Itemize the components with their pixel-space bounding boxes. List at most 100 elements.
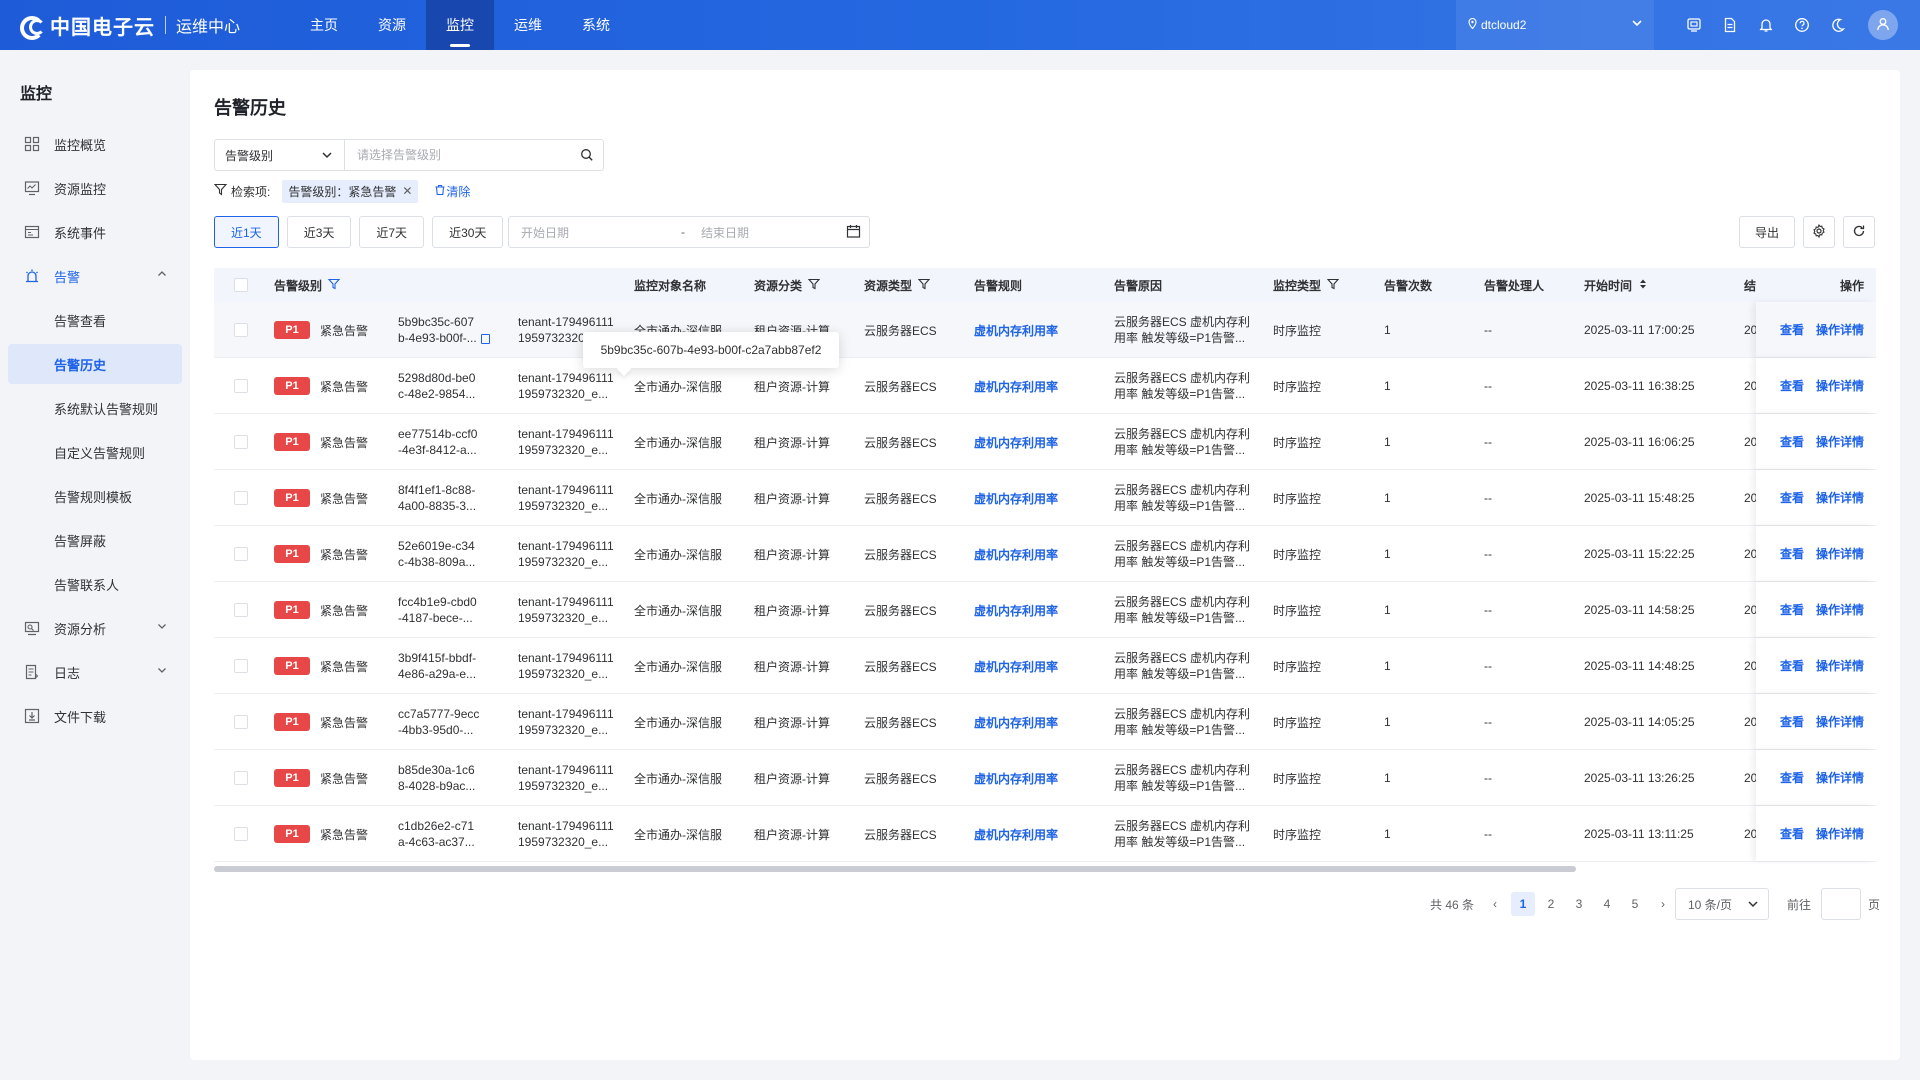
- sort-icon[interactable]: [1638, 278, 1648, 293]
- close-icon[interactable]: ✕: [402, 184, 413, 198]
- sidebar-item-alarm-contacts[interactable]: 告警联系人: [54, 577, 120, 593]
- page-4-button[interactable]: 4: [1603, 897, 1611, 911]
- filter-icon[interactable]: [327, 278, 341, 293]
- horizontal-scrollbar[interactable]: [214, 866, 1576, 872]
- sidebar-item-logs[interactable]: 日志: [8, 652, 182, 692]
- alarm-rule-link[interactable]: 虚机内存利用率: [974, 435, 1059, 450]
- filter-value-input[interactable]: [345, 140, 571, 170]
- alarm-rule-link[interactable]: 虚机内存利用率: [974, 491, 1059, 506]
- range-1-day-button[interactable]: 近1天: [214, 216, 279, 248]
- page-1-button[interactable]: 1: [1511, 892, 1535, 916]
- alarm-rule-link[interactable]: 虚机内存利用率: [974, 547, 1059, 562]
- sidebar-item-default-alarm-rules[interactable]: 系统默认告警规则: [54, 401, 159, 417]
- table-row[interactable]: P1 紧急告警 fcc4b1e9-cbd0 -4187-bece-... ten…: [214, 582, 1876, 638]
- row-checkbox[interactable]: [234, 302, 248, 358]
- select-all-checkbox[interactable]: [234, 268, 248, 302]
- filter-icon[interactable]: [917, 278, 931, 293]
- range-3-days-button[interactable]: 近3天: [286, 216, 352, 248]
- sidebar-item-monitor-overview[interactable]: 监控概览: [8, 124, 182, 164]
- row-checkbox[interactable]: [234, 582, 248, 638]
- nav-item-system[interactable]: 系统: [582, 17, 610, 33]
- screen-icon[interactable]: [1676, 0, 1712, 50]
- sidebar-item-alarm-rule-templates[interactable]: 告警规则模板: [54, 489, 133, 505]
- row-checkbox[interactable]: [234, 414, 248, 470]
- sidebar-item-file-download[interactable]: 文件下载: [8, 696, 182, 736]
- search-icon[interactable]: [571, 140, 603, 170]
- header-start-time[interactable]: 开始时间: [1584, 268, 1648, 302]
- help-icon[interactable]: [1784, 0, 1820, 50]
- copy-icon[interactable]: [480, 333, 490, 344]
- row-checkbox[interactable]: [234, 694, 248, 750]
- view-link[interactable]: 查看: [1780, 323, 1805, 337]
- operation-detail-link[interactable]: 操作详情: [1816, 659, 1865, 673]
- view-link[interactable]: 查看: [1780, 659, 1805, 673]
- page-3-button[interactable]: 3: [1575, 897, 1583, 911]
- row-checkbox[interactable]: [234, 750, 248, 806]
- goto-page-input[interactable]: [1821, 888, 1861, 920]
- calendar-icon[interactable]: [846, 224, 861, 242]
- table-row[interactable]: P1 紧急告警 c1db26e2-c71 a-4c63-ac37... tena…: [214, 806, 1876, 862]
- row-checkbox[interactable]: [234, 470, 248, 526]
- prev-page-button[interactable]: ‹: [1493, 897, 1497, 911]
- moon-icon[interactable]: [1820, 0, 1856, 50]
- end-date-input[interactable]: 结束日期: [701, 225, 750, 240]
- document-icon[interactable]: [1712, 0, 1748, 50]
- row-checkbox[interactable]: [234, 806, 248, 862]
- range-7-days-button[interactable]: 近7天: [359, 216, 425, 248]
- alarm-rule-link[interactable]: 虚机内存利用率: [974, 659, 1059, 674]
- row-checkbox[interactable]: [234, 358, 248, 414]
- table-row[interactable]: P1 紧急告警 ee77514b-ccf0 -4e3f-8412-a... te…: [214, 414, 1876, 470]
- export-button[interactable]: 导出: [1739, 216, 1795, 248]
- filter-field-select[interactable]: 告警级别: [215, 140, 345, 170]
- settings-button[interactable]: [1803, 216, 1835, 248]
- operation-detail-link[interactable]: 操作详情: [1816, 323, 1865, 337]
- sidebar-item-resource-monitor[interactable]: 资源监控: [8, 168, 182, 208]
- table-row[interactable]: P1 紧急告警 5298d80d-be0 c-48e2-9854... tena…: [214, 358, 1876, 414]
- table-row[interactable]: P1 紧急告警 52e6019e-c34 c-4b38-809a... tena…: [214, 526, 1876, 582]
- alarm-rule-link[interactable]: 虚机内存利用率: [974, 603, 1059, 618]
- operation-detail-link[interactable]: 操作详情: [1816, 547, 1865, 561]
- operation-detail-link[interactable]: 操作详情: [1816, 771, 1865, 785]
- sidebar-item-alarm-view[interactable]: 告警查看: [54, 313, 107, 329]
- nav-item-resources[interactable]: 资源: [378, 17, 406, 33]
- alarm-rule-link[interactable]: 虚机内存利用率: [974, 827, 1059, 842]
- sidebar-item-custom-alarm-rules[interactable]: 自定义告警规则: [54, 445, 146, 461]
- sidebar-item-alarm-history[interactable]: 告警历史: [8, 344, 182, 384]
- filter-icon[interactable]: [807, 278, 821, 293]
- range-30-days-button[interactable]: 近30天: [432, 216, 504, 248]
- view-link[interactable]: 查看: [1780, 435, 1805, 449]
- user-avatar[interactable]: [1868, 10, 1898, 40]
- view-link[interactable]: 查看: [1780, 603, 1805, 617]
- nav-item-operations[interactable]: 运维: [514, 17, 542, 33]
- alarm-rule-link[interactable]: 虚机内存利用率: [974, 771, 1059, 786]
- next-page-button[interactable]: ›: [1661, 897, 1665, 911]
- alarm-rule-link[interactable]: 虚机内存利用率: [974, 715, 1059, 730]
- sidebar-item-resource-analysis[interactable]: 资源分析: [8, 608, 182, 648]
- operation-detail-link[interactable]: 操作详情: [1816, 603, 1865, 617]
- page-5-button[interactable]: 5: [1631, 897, 1639, 911]
- view-link[interactable]: 查看: [1780, 379, 1805, 393]
- filter-icon[interactable]: [1326, 278, 1340, 293]
- table-row[interactable]: P1 紧急告警 8f4f1ef1-8c88- 4a00-8835-3... te…: [214, 470, 1876, 526]
- table-row[interactable]: P1 紧急告警 3b9f415f-bbdf- 4e86-a29a-e... te…: [214, 638, 1876, 694]
- bell-icon[interactable]: [1748, 0, 1784, 50]
- row-checkbox[interactable]: [234, 638, 248, 694]
- page-2-button[interactable]: 2: [1547, 897, 1555, 911]
- sidebar-item-alarms[interactable]: 告警: [8, 256, 182, 296]
- date-range-picker[interactable]: 开始日期 - 结束日期: [508, 216, 870, 248]
- alarm-rule-link[interactable]: 虚机内存利用率: [974, 323, 1059, 338]
- view-link[interactable]: 查看: [1780, 827, 1805, 841]
- logo[interactable]: 中国电子云 运维中心: [0, 0, 290, 50]
- operation-detail-link[interactable]: 操作详情: [1816, 715, 1865, 729]
- table-row[interactable]: P1 紧急告警 5b9bc35c-607 b-4e93-b00f-... ten…: [214, 302, 1876, 358]
- row-checkbox[interactable]: [234, 526, 248, 582]
- operation-detail-link[interactable]: 操作详情: [1816, 435, 1865, 449]
- sidebar-item-alarm-masking[interactable]: 告警屏蔽: [54, 533, 107, 549]
- page-size-select[interactable]: 10 条/页: [1675, 888, 1769, 920]
- start-date-input[interactable]: 开始日期: [521, 225, 570, 240]
- table-row[interactable]: P1 紧急告警 cc7a5777-9ecc -4bb3-95d0-... ten…: [214, 694, 1876, 750]
- operation-detail-link[interactable]: 操作详情: [1816, 491, 1865, 505]
- alarm-rule-link[interactable]: 虚机内存利用率: [974, 379, 1059, 394]
- sidebar-item-system-events[interactable]: 系统事件: [8, 212, 182, 252]
- view-link[interactable]: 查看: [1780, 771, 1805, 785]
